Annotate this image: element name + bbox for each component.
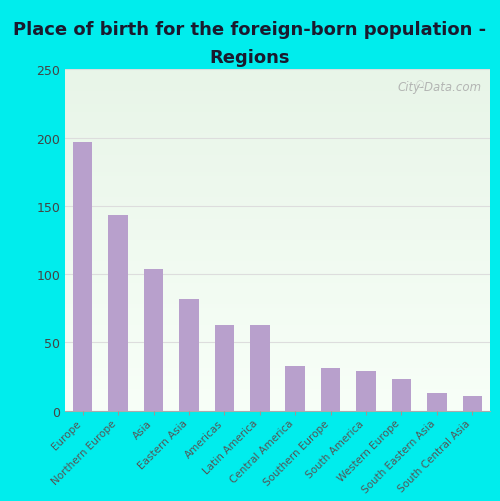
Bar bbox=[427, 393, 446, 411]
Bar bbox=[214, 325, 234, 411]
Text: Regions: Regions bbox=[210, 49, 290, 67]
Bar bbox=[179, 299, 199, 411]
Bar bbox=[144, 269, 164, 411]
Bar bbox=[462, 396, 482, 411]
Bar bbox=[356, 371, 376, 411]
Bar bbox=[250, 325, 270, 411]
Bar bbox=[392, 379, 411, 411]
Bar bbox=[321, 369, 340, 411]
Bar bbox=[73, 142, 92, 411]
Text: Place of birth for the foreign-born population -: Place of birth for the foreign-born popu… bbox=[14, 21, 486, 39]
Bar bbox=[286, 366, 305, 411]
Text: City-Data.com: City-Data.com bbox=[398, 80, 481, 93]
Text: ○: ○ bbox=[416, 79, 424, 89]
Bar bbox=[108, 216, 128, 411]
